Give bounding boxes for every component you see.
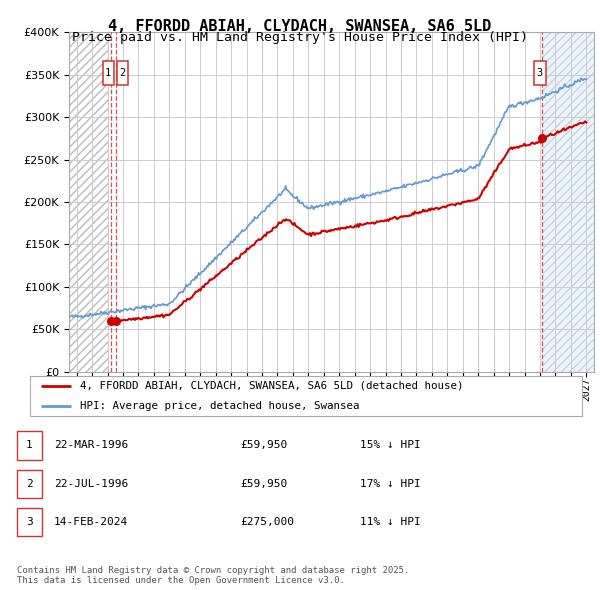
Text: 15% ↓ HPI: 15% ↓ HPI [360,441,421,450]
FancyBboxPatch shape [117,61,128,85]
Text: £59,950: £59,950 [240,479,287,489]
Text: 1: 1 [26,441,33,450]
Text: 2: 2 [26,479,33,489]
Text: 4, FFORDD ABIAH, CLYDACH, SWANSEA, SA6 5LD: 4, FFORDD ABIAH, CLYDACH, SWANSEA, SA6 5… [109,19,491,34]
Text: 1: 1 [105,68,112,78]
Bar [543,32,594,372]
Text: Contains HM Land Registry data © Crown copyright and database right 2025.
This d: Contains HM Land Registry data © Crown c… [17,566,409,585]
Bar [69,32,107,372]
Text: 14-FEB-2024: 14-FEB-2024 [54,517,128,527]
Text: 3: 3 [537,68,543,78]
Text: 22-MAR-1996: 22-MAR-1996 [54,441,128,450]
FancyBboxPatch shape [103,61,114,85]
Text: £275,000: £275,000 [240,517,294,527]
Text: 22-JUL-1996: 22-JUL-1996 [54,479,128,489]
Text: Price paid vs. HM Land Registry's House Price Index (HPI): Price paid vs. HM Land Registry's House … [72,31,528,44]
Text: 17% ↓ HPI: 17% ↓ HPI [360,479,421,489]
Text: 4, FFORDD ABIAH, CLYDACH, SWANSEA, SA6 5LD (detached house): 4, FFORDD ABIAH, CLYDACH, SWANSEA, SA6 5… [80,381,463,391]
FancyBboxPatch shape [534,61,545,85]
Text: 11% ↓ HPI: 11% ↓ HPI [360,517,421,527]
Text: 2: 2 [119,68,126,78]
Text: £59,950: £59,950 [240,441,287,450]
Text: HPI: Average price, detached house, Swansea: HPI: Average price, detached house, Swan… [80,401,359,411]
Text: 3: 3 [26,517,33,527]
